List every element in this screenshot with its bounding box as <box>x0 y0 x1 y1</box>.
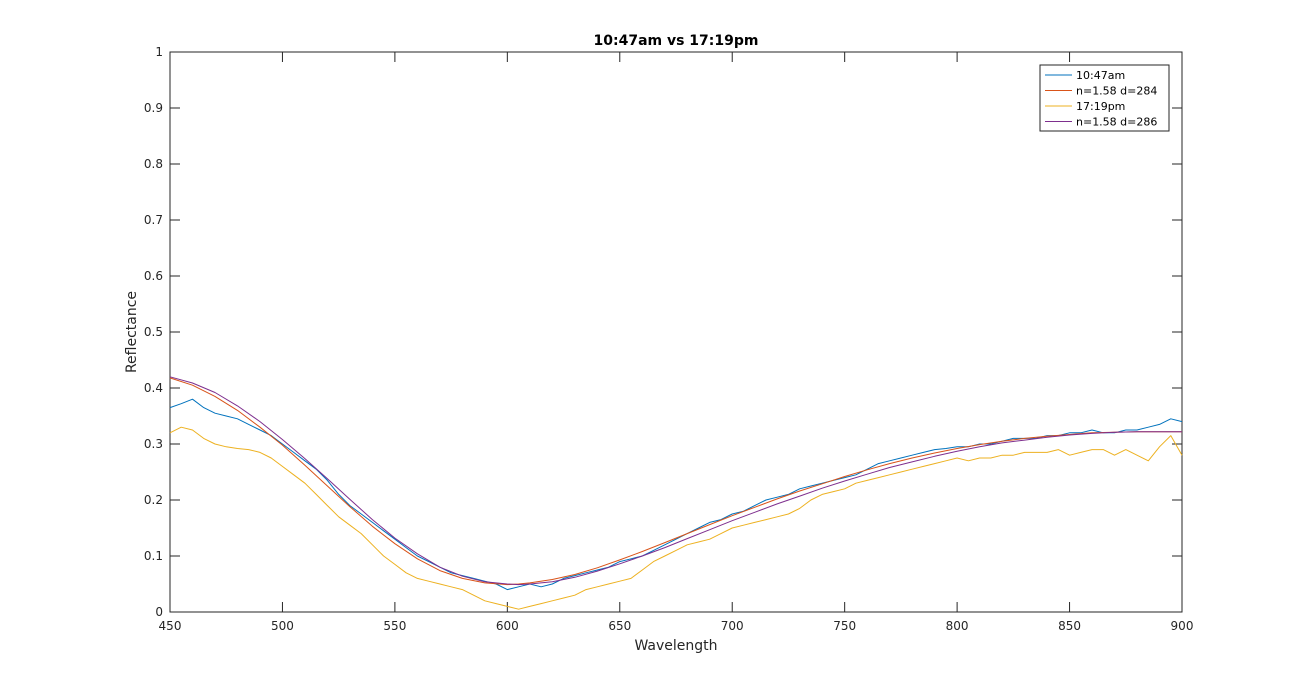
y-tick-label: 0.9 <box>144 101 163 115</box>
y-tick-label: 0.8 <box>144 157 163 171</box>
legend-box <box>1039 64 1170 132</box>
x-tick-label: 700 <box>721 619 744 633</box>
y-tick-label: 0.5 <box>144 325 163 339</box>
legend-label: n=1.58 d=286 <box>1076 116 1157 129</box>
series-line-2 <box>169 377 1182 586</box>
series-line-4 <box>169 376 1182 586</box>
y-tick-label: 0.2 <box>144 493 163 507</box>
series-line-3 <box>169 426 1183 610</box>
y-tick-labels: 0 0.1 0.2 0.3 0.4 0.5 0.6 0.7 0.8 0.9 1 <box>144 45 163 619</box>
y-tick-label: 0.1 <box>144 549 163 563</box>
legend-label: n=1.58 d=284 <box>1076 85 1157 98</box>
x-tick-label: 450 <box>159 619 182 633</box>
x-tick-label: 850 <box>1058 619 1081 633</box>
x-tick-label: 600 <box>496 619 519 633</box>
x-tick-label: 750 <box>833 619 856 633</box>
y-tick-label: 0 <box>155 605 163 619</box>
x-axis-label: Wavelength <box>634 638 717 654</box>
chart-title: 10:47am vs 17:19pm <box>594 33 759 49</box>
x-tick-label: 900 <box>1171 619 1194 633</box>
y-axis-label: Reflectance <box>124 291 140 373</box>
x-tick-label: 650 <box>608 619 631 633</box>
legend-label: 10:47am <box>1076 69 1125 82</box>
y-tick-label: 0.3 <box>144 437 163 451</box>
legend: 10:47am n=1.58 d=284 17:19pm n=1.58 d=286 <box>1039 64 1170 132</box>
x-tick-label: 500 <box>271 619 294 633</box>
plot-area <box>169 51 1183 613</box>
legend-label: 17:19pm <box>1076 100 1125 113</box>
x-tick-label: 800 <box>946 619 969 633</box>
x-tick-labels: 450 500 550 600 650 700 750 800 850 900 <box>159 619 1194 633</box>
x-tick-label: 550 <box>383 619 406 633</box>
series-line-1 <box>169 398 1183 591</box>
y-tick-label: 0.6 <box>144 269 163 283</box>
y-tick-label: 0.4 <box>144 381 163 395</box>
y-tick-label: 0.7 <box>144 213 163 227</box>
axis-ticks <box>169 51 1183 613</box>
series-lines <box>169 376 1183 610</box>
y-tick-label: 1 <box>155 45 163 59</box>
